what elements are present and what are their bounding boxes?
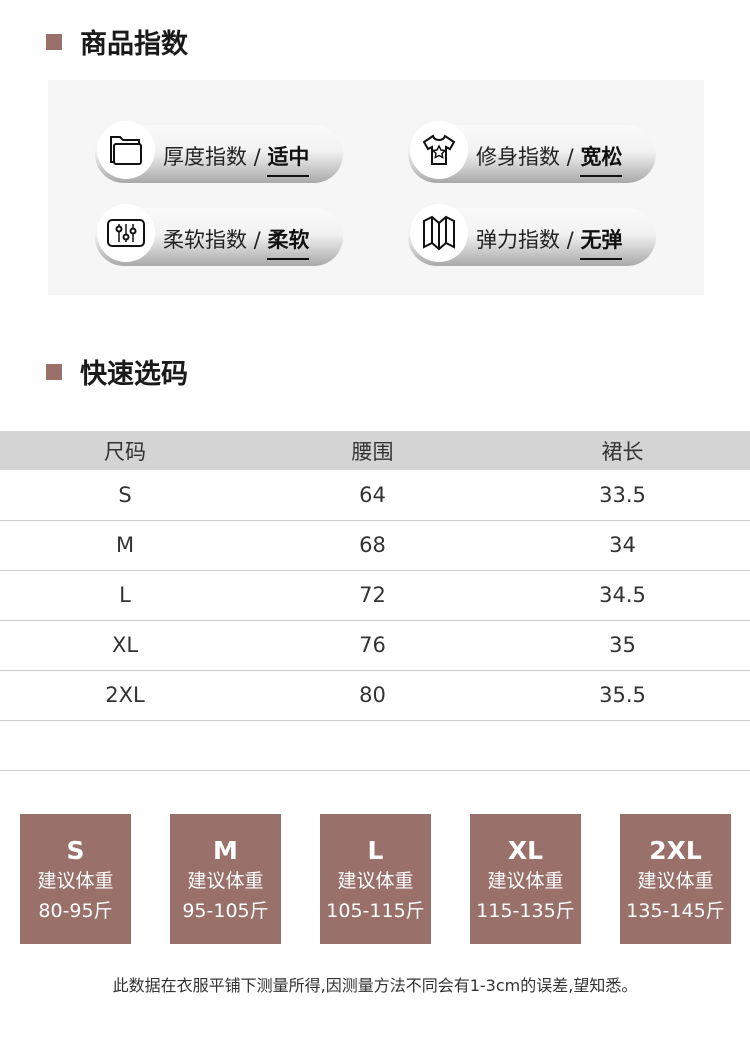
- card-label: 建议体重: [337, 870, 414, 892]
- heading-marker: [46, 363, 62, 380]
- card-size: M: [213, 836, 238, 865]
- index-elasticity: 弹力指数 / 无弹: [408, 204, 656, 266]
- table-row: L 72 34.5: [0, 570, 750, 621]
- header-size: 尺码: [0, 431, 250, 470]
- table-row: XL 76 35: [0, 620, 750, 671]
- card-size: XL: [507, 836, 544, 865]
- card-size: L: [367, 836, 384, 865]
- table-header: 尺码 腰围 裙长: [0, 431, 750, 470]
- measurement-note: 此数据在衣服平铺下测量所得,因测量方法不同会有1-3cm的误差,望知悉。: [112, 976, 638, 995]
- cell: S: [0, 470, 250, 521]
- index-value: 宽松: [580, 145, 623, 177]
- folded-map-icon: [410, 204, 468, 262]
- card-label: 建议体重: [637, 870, 714, 892]
- card-size: 2XL: [649, 836, 702, 865]
- index-label: 厚度指数 /: [163, 145, 268, 169]
- cell: 35.5: [495, 670, 750, 721]
- heading-marker: [46, 33, 62, 50]
- weight-card-xl: XL 建议体重 115-135斤: [470, 814, 581, 944]
- cell: XL: [0, 620, 250, 671]
- folder-icon: [97, 121, 155, 179]
- card-range: 105-115斤: [326, 900, 425, 922]
- table-row: M 68 34: [0, 520, 750, 571]
- weight-card-s: S 建议体重 80-95斤: [20, 814, 131, 944]
- index-panel: 厚度指数 / 适中 修身指数 / 宽松 柔软指数 / 柔软 弹力指数 / 无弹: [48, 80, 704, 295]
- index-fit: 修身指数 / 宽松: [408, 121, 656, 183]
- cell: 33.5: [495, 470, 750, 521]
- cell: 35: [495, 620, 750, 671]
- card-range: 80-95斤: [38, 900, 113, 922]
- cell: 34: [495, 520, 750, 571]
- cell: M: [0, 520, 250, 571]
- size-table: 尺码 腰围 裙长 S 64 33.5 M 68 34 L 72 34.5 XL 76 35 2XL 8…: [0, 431, 750, 771]
- card-range: 115-135斤: [476, 900, 575, 922]
- cell: 2XL: [0, 670, 250, 721]
- card-label: 建议体重: [487, 870, 564, 892]
- cell: 80: [250, 670, 495, 721]
- index-heading: 商品指数: [46, 22, 188, 61]
- weight-card-l: L 建议体重 105-115斤: [320, 814, 431, 944]
- index-value: 适中: [267, 145, 310, 177]
- header-waist: 腰围: [250, 431, 495, 470]
- index-thickness: 厚度指数 / 适中: [95, 121, 343, 183]
- heading-text: 快速选码: [80, 359, 188, 390]
- card-range: 95-105斤: [182, 900, 269, 922]
- table-row: 2XL 80 35.5: [0, 670, 750, 721]
- cell: L: [0, 570, 250, 621]
- index-label: 修身指数 /: [476, 145, 581, 169]
- index-label: 柔软指数 /: [163, 228, 268, 252]
- size-heading: 快速选码: [46, 352, 188, 391]
- index-softness: 柔软指数 / 柔软: [95, 204, 343, 266]
- card-label: 建议体重: [37, 870, 114, 892]
- card-label: 建议体重: [187, 870, 264, 892]
- cell: 76: [250, 620, 495, 671]
- weight-card-2xl: 2XL 建议体重 135-145斤: [620, 814, 731, 944]
- index-value: 无弹: [580, 228, 623, 260]
- cell: 64: [250, 470, 495, 521]
- card-size: S: [66, 836, 85, 865]
- sliders-icon: [97, 204, 155, 262]
- cell: 68: [250, 520, 495, 571]
- tshirt-star-icon: [410, 121, 468, 179]
- weight-card-m: M 建议体重 95-105斤: [170, 814, 281, 944]
- cell: 72: [250, 570, 495, 621]
- heading-text: 商品指数: [80, 29, 188, 60]
- header-length: 裙长: [495, 431, 750, 470]
- table-row-empty: [0, 720, 750, 771]
- card-range: 135-145斤: [626, 900, 725, 922]
- table-row: S 64 33.5: [0, 470, 750, 521]
- index-label: 弹力指数 /: [476, 228, 581, 252]
- index-value: 柔软: [267, 228, 310, 260]
- cell: 34.5: [495, 570, 750, 621]
